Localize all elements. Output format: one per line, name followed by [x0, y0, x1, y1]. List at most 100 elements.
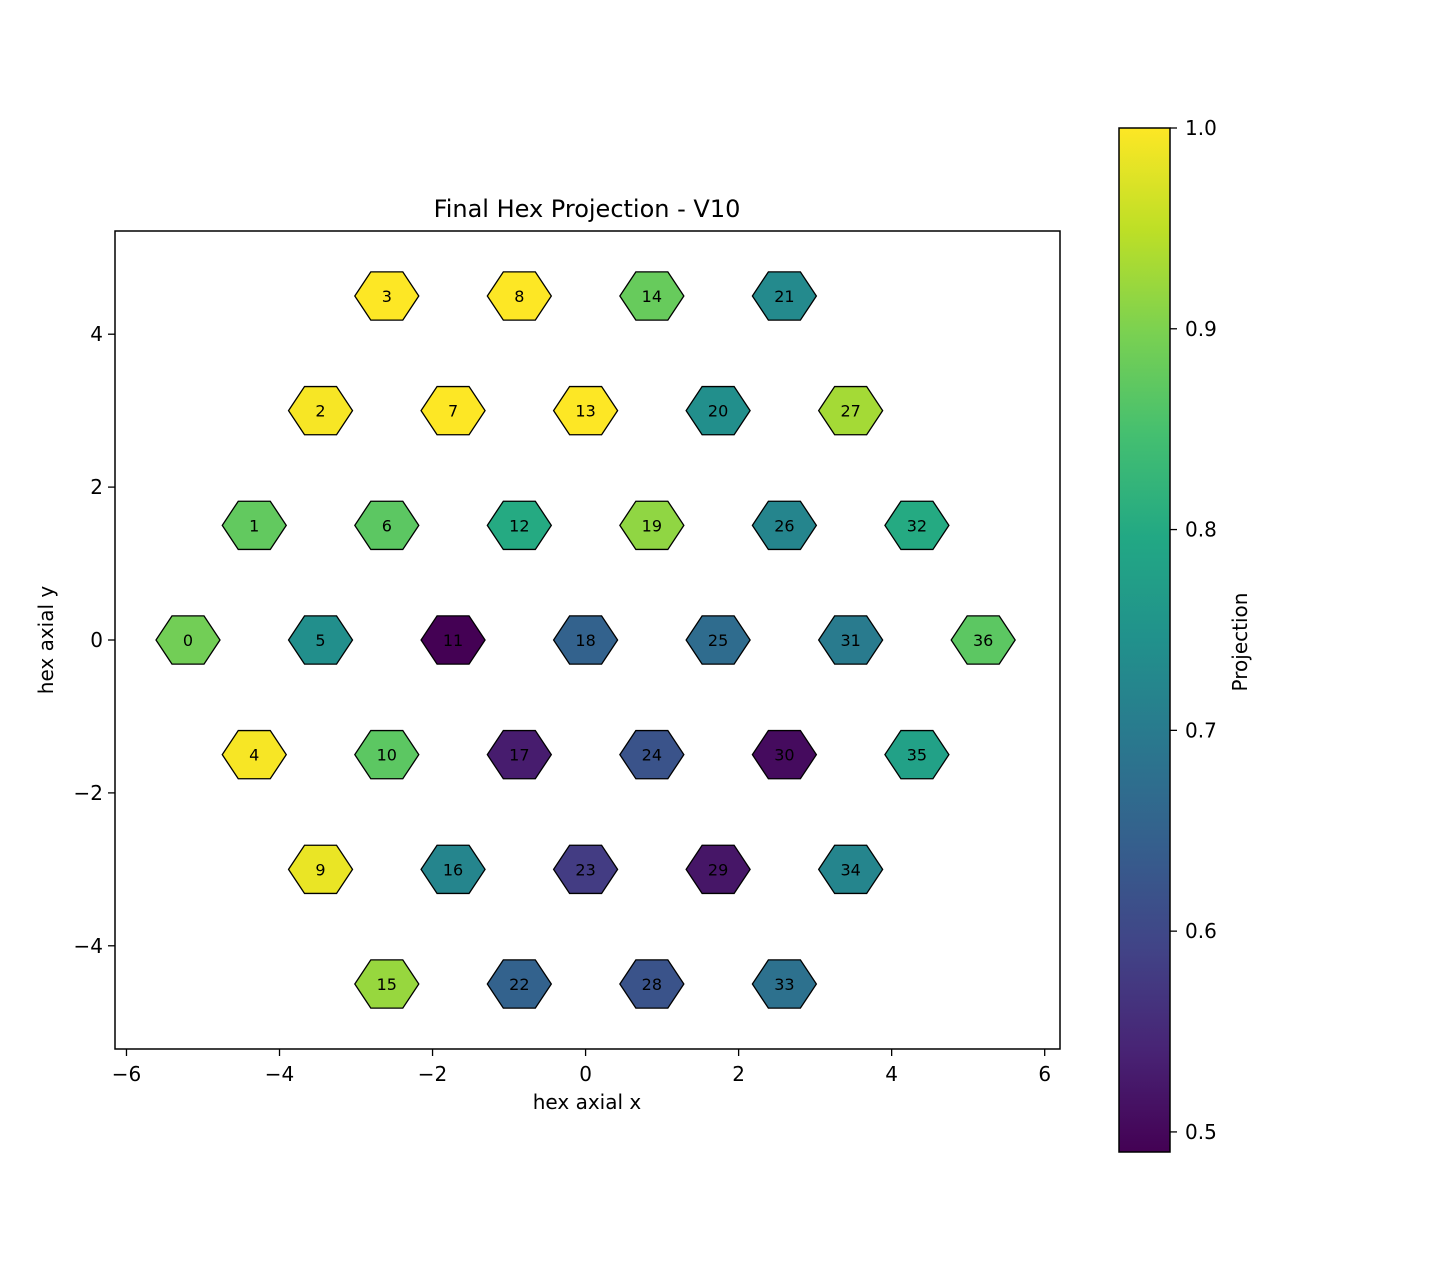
hex-marker: [619, 959, 685, 1009]
hex-cell: 32: [884, 500, 950, 551]
hex-marker: [486, 729, 553, 780]
hex-cell: 33: [751, 959, 818, 1009]
hex-cell: 23: [552, 844, 619, 895]
hex-marker: [552, 844, 619, 895]
hex-cell: 0: [155, 615, 221, 665]
hex-marker: [751, 271, 818, 321]
hex-cell: 26: [751, 500, 818, 551]
hex-label: 31: [840, 631, 860, 650]
chart-title: Final Hex Projection - V10: [434, 195, 741, 223]
hex-label: 7: [448, 402, 458, 421]
colorbar-tick-label: 0.7: [1185, 718, 1217, 742]
y-axis-label: hex axial y: [34, 586, 58, 695]
hex-cell: 35: [884, 729, 950, 780]
hex-cell: 24: [619, 729, 685, 780]
hex-label: 11: [443, 631, 463, 650]
hex-label: 34: [840, 860, 860, 879]
hex-label: 30: [774, 746, 794, 765]
hex-marker: [354, 959, 420, 1009]
hex-label: 3: [382, 287, 392, 306]
hex-marker: [486, 500, 553, 551]
hex-marker: [817, 615, 884, 665]
hex-cell: 22: [486, 959, 553, 1009]
hex-marker: [751, 500, 818, 551]
colorbar-tick-label: 0.6: [1185, 919, 1217, 943]
hex-label: 19: [642, 516, 662, 535]
hex-label: 8: [514, 287, 524, 306]
hex-cell: 28: [619, 959, 685, 1009]
colorbar-tick-label: 0.9: [1185, 317, 1217, 341]
colorbar-label: Projection: [1228, 593, 1252, 692]
hex-cell: 3: [354, 271, 420, 321]
hex-label: 15: [377, 975, 397, 994]
x-tick-label: 6: [1038, 1062, 1051, 1086]
hex-cell: 20: [685, 385, 751, 436]
hex-cell: 13: [552, 385, 619, 436]
hex-cell: 21: [751, 271, 818, 321]
hex-label: 25: [708, 631, 728, 650]
hex-label: 12: [509, 516, 529, 535]
hex-cell: 12: [486, 500, 553, 551]
hex-label: 14: [642, 287, 662, 306]
x-tick-label: −6: [112, 1062, 141, 1086]
hex-marker: [817, 844, 884, 895]
hex-marker: [420, 615, 486, 665]
hex-label: 36: [973, 631, 993, 650]
hex-cell: 4: [221, 729, 288, 780]
hex-marker: [884, 500, 950, 551]
hex-cell: 5: [287, 615, 354, 665]
colorbar-tick-label: 0.5: [1185, 1120, 1217, 1144]
hex-marker: [950, 615, 1016, 665]
hex-marker: [354, 729, 420, 780]
hex-marker: [751, 729, 818, 780]
hex-cell: 2: [287, 385, 354, 436]
hex-marker: [619, 500, 685, 551]
hex-cell: 30: [751, 729, 818, 780]
hex-label: 32: [907, 516, 927, 535]
hex-cell: 27: [817, 385, 884, 436]
hex-marker: [552, 385, 619, 436]
hex-label: 20: [708, 402, 728, 421]
x-tick-label: −4: [265, 1062, 294, 1086]
hex-cell: 10: [354, 729, 420, 780]
colorbar-tick-label: 1.0: [1185, 116, 1217, 140]
hex-label: 29: [708, 860, 728, 879]
hex-label: 33: [774, 975, 794, 994]
hex-marker: [552, 615, 619, 665]
hex-marker: [619, 271, 685, 321]
hex-label: 28: [642, 975, 662, 994]
hex-markers: 0123456789101112131415161718192021222324…: [155, 271, 1016, 1009]
hex-marker: [354, 500, 420, 551]
colorbar-ticks: 0.5 0.6 0.7 0.8 0.9 1.0: [1170, 116, 1217, 1144]
x-tick-label: −2: [418, 1062, 447, 1086]
x-tick-label: 4: [885, 1062, 898, 1086]
x-axis-label: hex axial x: [533, 1090, 642, 1114]
hex-cell: 36: [950, 615, 1016, 665]
hex-marker: [751, 959, 818, 1009]
hex-marker: [685, 385, 751, 436]
hex-label: 23: [575, 860, 595, 879]
hex-marker: [221, 729, 288, 780]
hex-label: 10: [377, 746, 397, 765]
y-tick-label: 4: [90, 322, 103, 346]
hex-marker: [685, 844, 751, 895]
hex-label: 5: [315, 631, 325, 650]
hex-marker: [420, 385, 486, 436]
hex-label: 35: [907, 746, 927, 765]
hex-marker: [354, 271, 420, 321]
hex-cell: 1: [221, 500, 288, 551]
hex-label: 17: [509, 746, 529, 765]
y-tick-label: −4: [74, 934, 103, 958]
hex-cell: 16: [420, 844, 486, 895]
hex-label: 18: [575, 631, 595, 650]
hex-marker: [287, 844, 354, 895]
hex-label: 6: [382, 516, 392, 535]
hex-cell: 8: [486, 271, 553, 321]
y-tick-label: 0: [90, 628, 103, 652]
hex-marker: [884, 729, 950, 780]
hex-cell: 29: [685, 844, 751, 895]
hex-marker: [420, 844, 486, 895]
hex-marker: [221, 500, 288, 551]
hex-cell: 25: [685, 615, 751, 665]
